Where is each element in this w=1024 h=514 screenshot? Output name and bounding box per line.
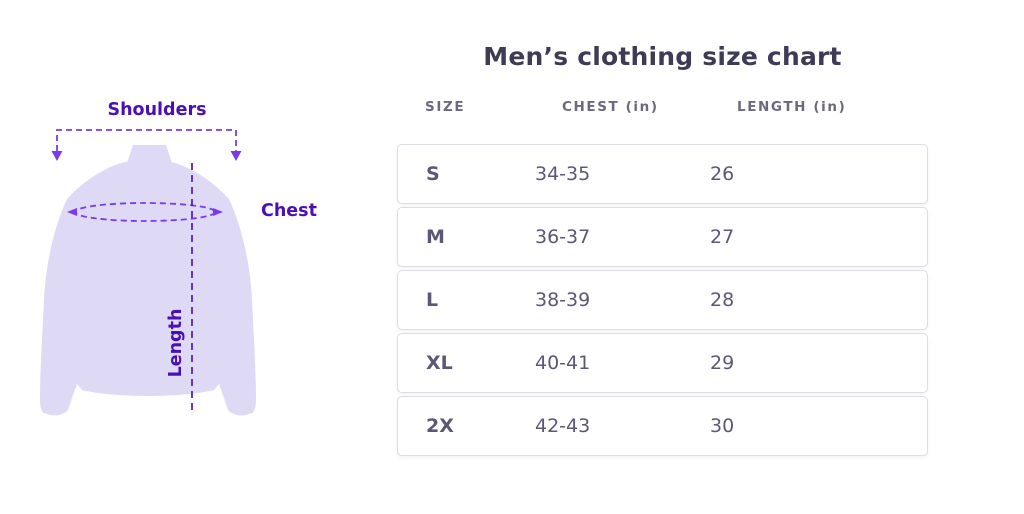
length-cell: 27 — [710, 226, 735, 248]
chest-cell: 42-43 — [535, 415, 591, 437]
col-header-chest: CHEST (in) — [562, 99, 659, 115]
length-cell: 29 — [710, 352, 735, 374]
length-cell: 30 — [710, 415, 735, 437]
length-cell: 28 — [710, 289, 735, 311]
length-label: Length — [166, 308, 186, 378]
table-body: S 34-35 26 M 36-37 27 L 38-39 28 XL 40-4… — [397, 144, 928, 459]
size-cell: L — [426, 289, 439, 311]
length-cell: 26 — [710, 163, 735, 185]
size-cell: M — [426, 226, 445, 248]
col-header-length: LENGTH (in) — [737, 99, 847, 115]
table-row-l: L 38-39 28 — [397, 270, 928, 330]
chest-cell: 34-35 — [535, 163, 591, 185]
shoulders-arrow-right-icon — [230, 151, 242, 161]
table-row-xl: XL 40-41 29 — [397, 333, 928, 393]
chest-measure-ellipse — [67, 202, 223, 222]
table-header-row: SIZE CHEST (in) LENGTH (in) — [397, 99, 928, 119]
col-header-size: SIZE — [425, 99, 466, 115]
shirt-illustration — [40, 129, 256, 416]
shoulders-measure-bracket — [51, 129, 242, 161]
shoulders-label: Shoulders — [107, 100, 207, 120]
shirt-measurement-diagram: Shoulders Chest Length — [15, 95, 355, 440]
table-row-s: S 34-35 26 — [397, 144, 928, 204]
size-cell: 2X — [426, 415, 454, 437]
chest-arrow-right-icon — [213, 208, 223, 216]
chest-arrow-left-icon — [67, 208, 77, 216]
table-row-m: M 36-37 27 — [397, 207, 928, 267]
chest-cell: 38-39 — [535, 289, 591, 311]
shoulders-arrow-left-icon — [51, 151, 63, 161]
page-title: Men’s clothing size chart — [483, 42, 842, 71]
size-cell: XL — [426, 352, 453, 374]
shirt-silhouette-shape — [40, 145, 256, 416]
table-row-2x: 2X 42-43 30 — [397, 396, 928, 456]
chest-label: Chest — [261, 201, 317, 221]
chest-cell: 40-41 — [535, 352, 591, 374]
size-cell: S — [426, 163, 440, 185]
chest-cell: 36-37 — [535, 226, 591, 248]
